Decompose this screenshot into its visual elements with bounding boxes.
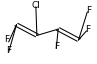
Text: Cl: Cl	[31, 1, 40, 10]
Text: F: F	[85, 25, 90, 34]
Text: F: F	[4, 35, 9, 44]
Text: F: F	[86, 6, 91, 15]
Text: F: F	[54, 42, 59, 51]
Text: F: F	[6, 46, 11, 55]
